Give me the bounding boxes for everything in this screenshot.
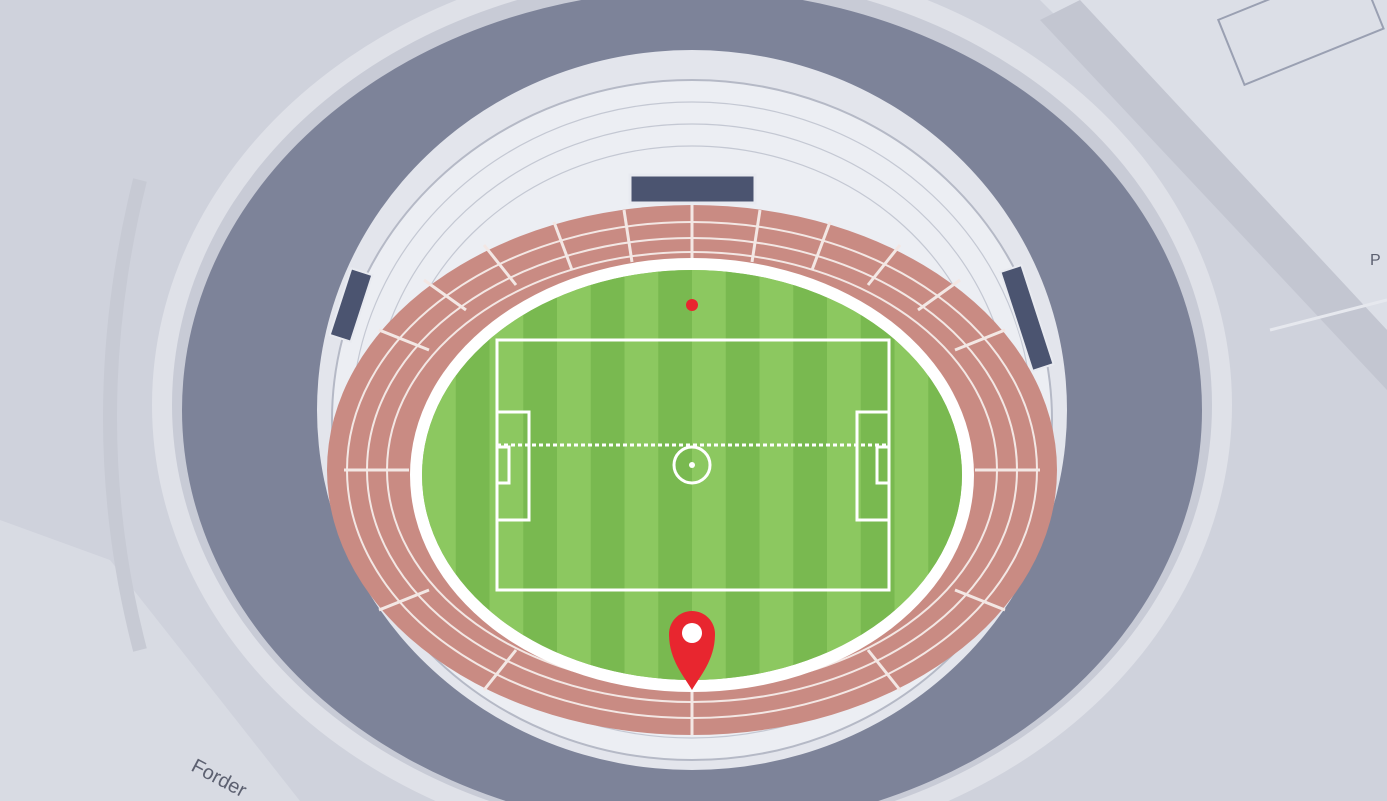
road-ring-outer[interactable] xyxy=(103,178,147,652)
pitch-stripe xyxy=(793,270,828,680)
pitch-stripe xyxy=(590,270,625,680)
pitch-stripe xyxy=(624,270,659,680)
pitch-stripe xyxy=(725,270,760,680)
poi-dot[interactable] xyxy=(686,299,698,311)
press-box-left[interactable] xyxy=(328,267,374,343)
center-spot xyxy=(689,462,695,468)
road-right-diagonal[interactable] xyxy=(1040,0,1387,390)
lower-bowl-aisles xyxy=(344,205,1040,735)
pitch-stripes xyxy=(422,270,962,680)
pitch-stripe xyxy=(692,270,727,680)
goal-box-left xyxy=(495,445,511,485)
street-label-right: P xyxy=(1370,252,1381,269)
location-pin-icon[interactable] xyxy=(669,611,715,690)
building-outline-top-right[interactable] xyxy=(1216,0,1385,87)
goal-box-right xyxy=(875,445,891,485)
pitch-stripe xyxy=(557,270,592,680)
pitch-stripe xyxy=(759,270,794,680)
center-circle xyxy=(672,445,712,485)
press-box-top[interactable] xyxy=(628,173,757,205)
pitch-markings xyxy=(495,338,891,592)
pitch-stripe xyxy=(489,270,524,680)
terrain-patch-bottom-left xyxy=(0,520,300,801)
road-edge-right xyxy=(1269,298,1387,332)
press-box-right[interactable] xyxy=(999,263,1055,373)
